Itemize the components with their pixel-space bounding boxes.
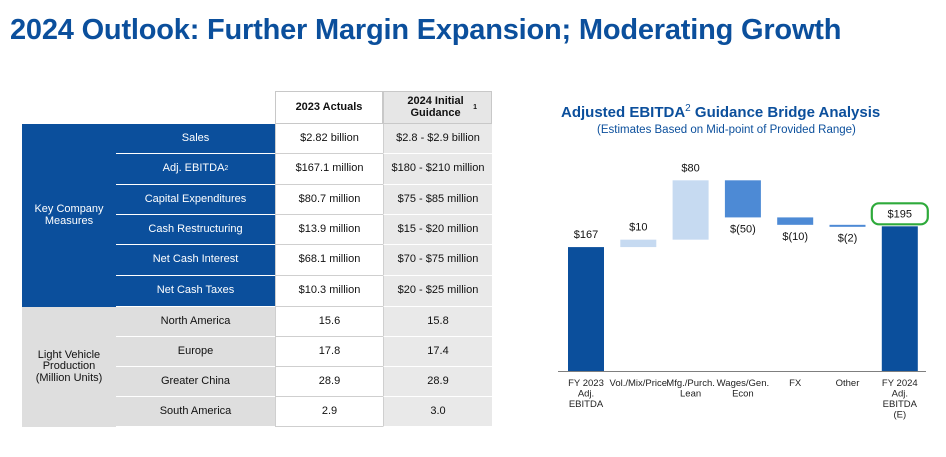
row-label-sales: Sales [116, 124, 275, 154]
value-label-fy-2023-adj-ebitda: $167 [574, 229, 598, 241]
category-label-wages-gen-econ: Wages/Gen. Econ [717, 378, 769, 400]
cell-south-america-actual: 2.9 [275, 397, 383, 427]
row-label-net-cash-interest: Net Cash Interest [116, 245, 275, 276]
col-header-2024-guidance: 2024 Initial Guidance 1 [383, 91, 492, 124]
row-label-net-cash-taxes: Net Cash Taxes [116, 276, 275, 307]
value-label-vol-mix-price: $10 [629, 222, 647, 234]
cell-net-cash-taxes-guidance: $20 - $25 million [383, 276, 492, 307]
cell-europe-actual: 17.8 [275, 337, 383, 367]
category-label-mfg-purch-lean: Mfg./Purch. Lean [666, 378, 715, 400]
bar-fy-2024-adj-ebitda-e [881, 226, 918, 371]
cell-capex-actual: $80.7 million [275, 185, 383, 215]
group-label-light-vehicle-production: Light Vehicle Production (Million Units) [22, 307, 116, 427]
category-label-fy-2023-adj-ebitda: FY 2023 Adj. EBITDA [568, 378, 604, 410]
row-label-cash-restructuring: Cash Restructuring [116, 215, 275, 245]
cell-cash-restructuring-guidance: $15 - $20 million [383, 215, 492, 245]
chart-subtitle: (Estimates Based on Mid-point of Provide… [597, 124, 856, 136]
value-label-other: $(2) [838, 232, 858, 244]
bar-vol-mix-price [620, 239, 657, 248]
category-label-fy-2024-adj-ebitda-e: FY 2024 Adj. EBITDA (E) [882, 378, 918, 421]
row-label-europe: Europe [116, 337, 275, 367]
highlight-outline [870, 202, 929, 226]
bar-fy-2023-adj-ebitda [568, 247, 604, 371]
cell-sales-guidance: $2.8 - $2.9 billion [383, 124, 492, 154]
cell-greater-china-guidance: 28.9 [383, 367, 492, 397]
page-title: 2024 Outlook: Further Margin Expansion; … [10, 14, 842, 46]
cell-greater-china-actual: 28.9 [275, 367, 383, 397]
category-label-other: Other [836, 378, 860, 389]
cell-north-america-guidance: 15.8 [383, 307, 492, 337]
value-label-wages-gen-econ: $(50) [730, 223, 756, 235]
row-label-capital-expenditures: Capital Expenditures [116, 185, 275, 215]
category-label-fx: FX [789, 378, 802, 389]
cell-cash-restructuring-actual: $13.9 million [275, 215, 383, 245]
cell-net-cash-taxes-actual: $10.3 million [275, 276, 383, 307]
group-label-key-company-measures: Key Company Measures [22, 124, 116, 307]
cell-north-america-actual: 15.6 [275, 307, 383, 337]
value-label-fy-2024-adj-ebitda-e: $195 [888, 208, 912, 220]
cell-net-cash-interest-actual: $68.1 million [275, 245, 383, 276]
value-label-fx: $(10) [782, 231, 808, 243]
value-label-mfg-purch-lean: $80 [681, 162, 699, 174]
col-header-2023-actuals: 2023 Actuals [275, 91, 383, 124]
row-label-greater-china: Greater China [116, 367, 275, 397]
category-label-vol-mix-price: Vol./Mix/Price [610, 378, 668, 389]
row-label-adj-ebitda: Adj. EBITDA 2 [116, 154, 275, 185]
cell-net-cash-interest-guidance: $70 - $75 million [383, 245, 492, 276]
cell-adj-ebitda-actual: $167.1 million [275, 154, 383, 185]
bar-mfg-purch-lean [672, 180, 709, 240]
cell-europe-guidance: 17.4 [383, 337, 492, 367]
cell-south-america-guidance: 3.0 [383, 397, 492, 427]
row-label-south-america: South America [116, 397, 275, 427]
bar-wages-gen-econ [724, 180, 761, 218]
row-label-north-america: North America [116, 307, 275, 337]
bar-other [829, 224, 866, 227]
cell-sales-actual: $2.82 billion [275, 124, 383, 154]
chart-title: Adjusted EBITDA2 Guidance Bridge Analysi… [561, 103, 881, 122]
cell-adj-ebitda-guidance: $180 - $210 million [383, 154, 492, 185]
bar-fx [777, 217, 814, 225]
cell-capex-guidance: $75 - $85 million [383, 185, 492, 215]
